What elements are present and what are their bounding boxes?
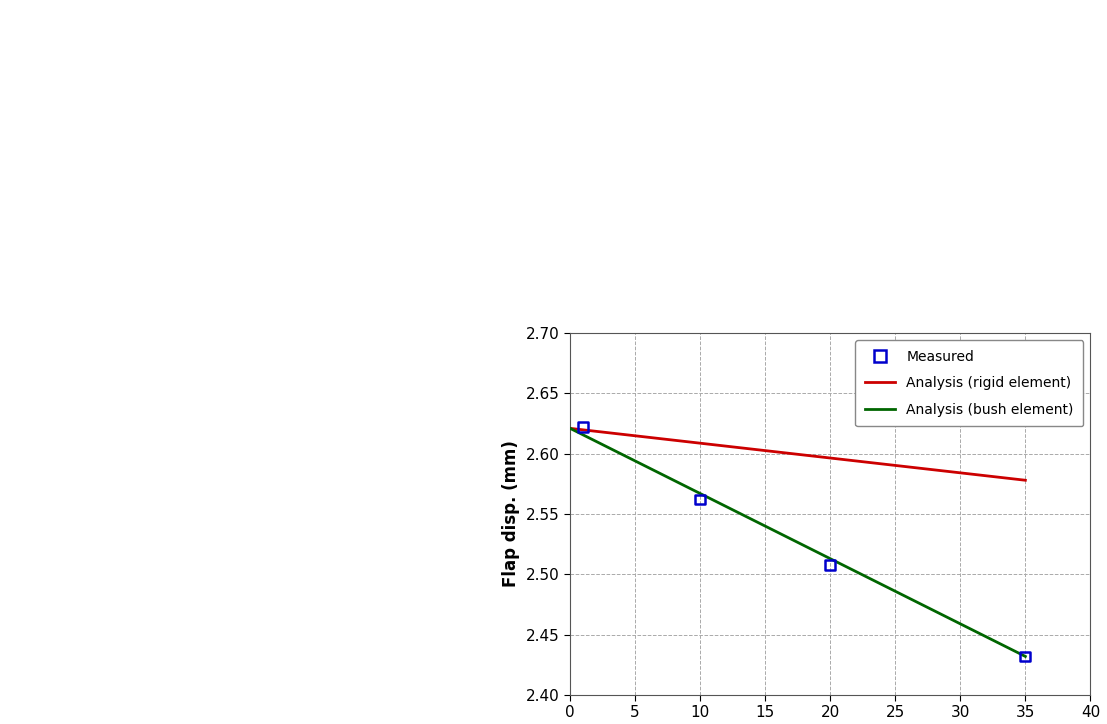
Point bbox=[821, 559, 839, 571]
Point bbox=[1016, 651, 1034, 662]
Y-axis label: Flap disp. (mm): Flap disp. (mm) bbox=[503, 441, 520, 587]
Point bbox=[691, 494, 708, 505]
Point bbox=[575, 421, 592, 433]
Legend: Measured, Analysis (rigid element), Analysis (bush element): Measured, Analysis (rigid element), Anal… bbox=[855, 340, 1084, 426]
